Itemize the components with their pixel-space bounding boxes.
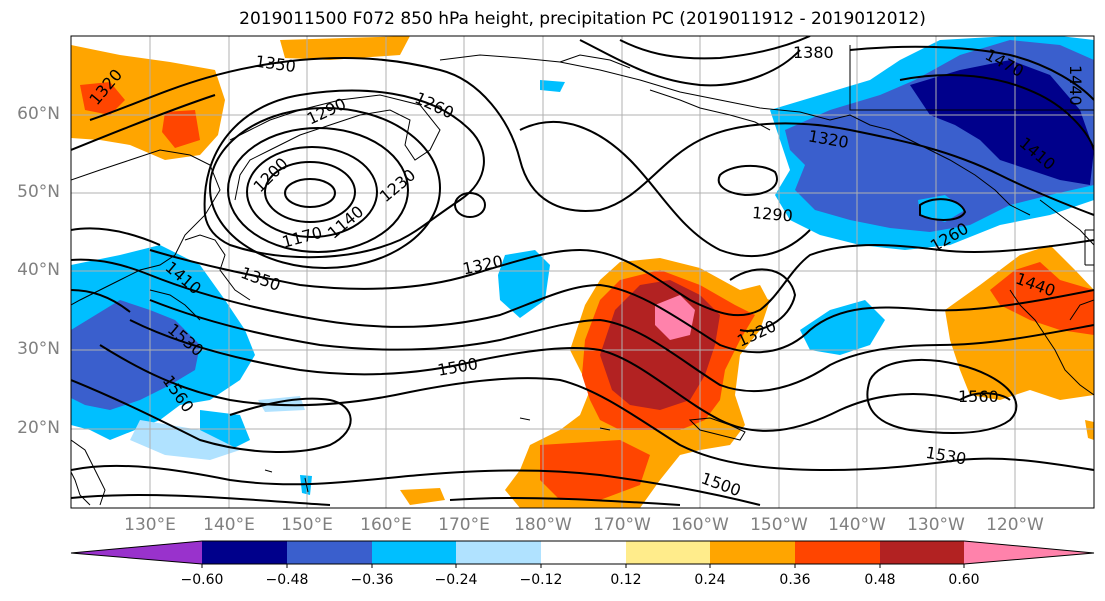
colorbar-segment <box>964 541 1094 564</box>
colorbar <box>70 540 1095 568</box>
lon-label-130w: 130°W <box>907 515 965 535</box>
colorbar-tick-label: 0.36 <box>779 572 811 588</box>
page-title: 2019011500 F072 850 hPa height, precipit… <box>239 9 926 29</box>
colorbar-tick-label: −0.24 <box>434 572 478 588</box>
colorbar-segment <box>456 541 541 564</box>
precip-shading <box>71 36 1094 508</box>
map-frame <box>70 35 1095 509</box>
lon-label-150w: 150°W <box>750 515 808 535</box>
colorbar-tick-label: 0.60 <box>948 572 980 588</box>
lat-label-30n: 30°N <box>17 339 60 359</box>
colorbar-segment <box>880 541 964 564</box>
lon-label-150e: 150°E <box>281 515 333 535</box>
colorbar-segment <box>541 541 626 564</box>
lon-label-160w: 160°W <box>671 515 729 535</box>
lat-label-20n: 20°N <box>17 418 60 438</box>
colorbar-tick-label: 0.24 <box>694 572 726 588</box>
colorbar-tick-label: 0.12 <box>610 572 642 588</box>
colorbar-tick-label: −0.48 <box>265 572 309 588</box>
colorbar-tick-label: −0.12 <box>519 572 563 588</box>
lon-label-120w: 120°W <box>986 515 1044 535</box>
colorbar-tick-label: −0.36 <box>350 572 394 588</box>
lon-label-170e: 170°E <box>438 515 490 535</box>
contour-label: 1440 <box>1066 65 1085 106</box>
lon-label-180w: 180°W <box>514 515 572 535</box>
colorbar-segment <box>710 541 795 564</box>
lat-label-50n: 50°N <box>17 182 60 202</box>
lon-label-170w: 170°W <box>593 515 651 535</box>
colorbar-segment <box>202 541 287 564</box>
contour-label: 1380 <box>793 43 834 62</box>
colorbar-segment <box>71 541 202 564</box>
height-contours <box>71 36 1094 506</box>
colorbar-segment <box>795 541 880 564</box>
lon-label-130e: 130°E <box>124 515 176 535</box>
colorbar-tick-label: 0.48 <box>864 572 896 588</box>
colorbar-segment <box>626 541 710 564</box>
lon-label-140e: 140°E <box>203 515 255 535</box>
contour-label: 1290 <box>751 203 793 225</box>
colorbar-tick-label: −0.60 <box>180 572 224 588</box>
lat-label-40n: 40°N <box>17 260 60 280</box>
colorbar-segment <box>372 541 456 564</box>
colorbar-segment <box>287 541 372 564</box>
lon-label-160e: 160°E <box>360 515 412 535</box>
lon-label-140w: 140°W <box>828 515 886 535</box>
lat-label-60n: 60°N <box>17 104 60 124</box>
contour-label: 1560 <box>958 387 999 406</box>
